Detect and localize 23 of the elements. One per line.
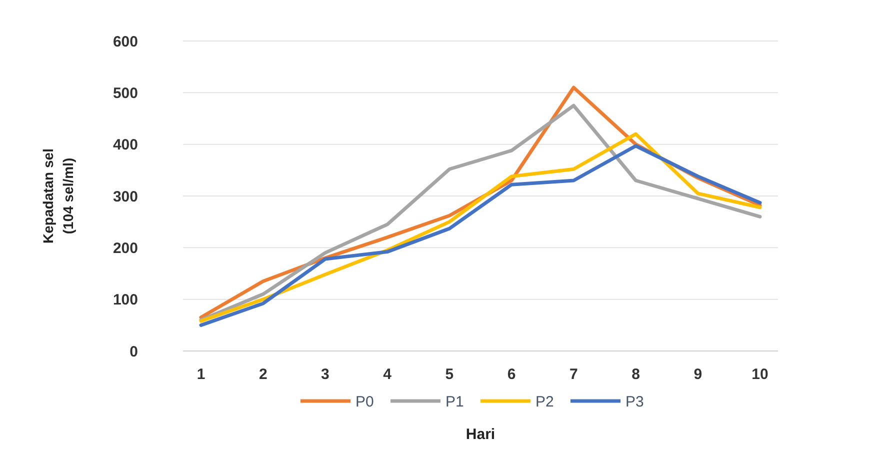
x-tick-label: 8 bbox=[632, 366, 640, 383]
x-tick-label: 9 bbox=[694, 366, 702, 383]
y-axis-title: Kepadatan sel (104 sel/ml) bbox=[40, 148, 76, 244]
y-tick-label: 500 bbox=[112, 84, 138, 102]
x-tick-label: 2 bbox=[258, 366, 268, 383]
legend-label: P1 bbox=[446, 393, 464, 410]
y-tick-label: 200 bbox=[112, 240, 138, 257]
x-tick-label: 5 bbox=[445, 366, 454, 383]
y-tick-label: 600 bbox=[112, 33, 138, 50]
y-tick-label: 100 bbox=[112, 292, 138, 309]
x-tick-label: 10 bbox=[752, 366, 768, 383]
x-axis-title: Hari bbox=[466, 426, 496, 443]
x-tick-label: 4 bbox=[383, 366, 392, 383]
x-tick-label: 6 bbox=[507, 366, 516, 383]
legend-label: P3 bbox=[626, 393, 644, 410]
y-tick-label: 0 bbox=[130, 343, 138, 360]
y-tick-label: 300 bbox=[112, 188, 138, 206]
legend-label: P0 bbox=[356, 393, 374, 410]
x-tick-label: 3 bbox=[321, 366, 330, 383]
x-tick-label: 7 bbox=[569, 366, 578, 383]
x-tick-label: 1 bbox=[196, 366, 206, 383]
legend-label: P2 bbox=[536, 393, 554, 410]
y-tick-label: 400 bbox=[112, 136, 138, 154]
